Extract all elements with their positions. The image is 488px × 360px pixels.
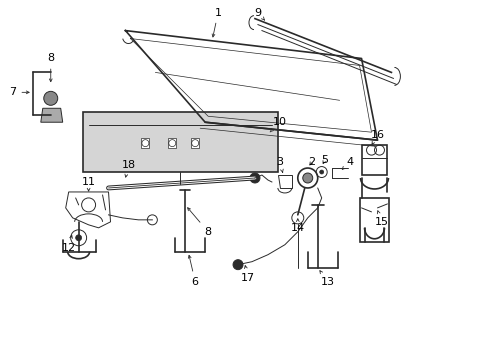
Circle shape [249, 173, 260, 183]
Circle shape [76, 235, 81, 241]
Circle shape [302, 173, 312, 183]
Text: 1: 1 [212, 8, 221, 37]
Circle shape [44, 91, 58, 105]
Polygon shape [277, 175, 291, 188]
Text: 2: 2 [307, 157, 315, 167]
Text: 5: 5 [321, 155, 327, 165]
Polygon shape [65, 192, 110, 228]
Polygon shape [191, 138, 199, 148]
Circle shape [319, 170, 323, 174]
Polygon shape [361, 145, 386, 175]
Text: 14: 14 [290, 219, 304, 233]
Polygon shape [141, 138, 149, 148]
Text: 9: 9 [254, 8, 264, 20]
Text: 3: 3 [276, 157, 283, 172]
Text: 17: 17 [241, 266, 255, 283]
Text: 4: 4 [342, 157, 352, 169]
Polygon shape [41, 108, 62, 122]
Text: 16: 16 [370, 130, 384, 144]
Polygon shape [359, 198, 388, 242]
Text: 11: 11 [81, 177, 96, 191]
Text: 8: 8 [47, 54, 54, 82]
Polygon shape [82, 112, 277, 172]
Text: 12: 12 [61, 235, 76, 253]
Text: 13: 13 [319, 271, 334, 287]
Text: 6: 6 [188, 255, 198, 287]
Text: 18: 18 [121, 160, 135, 177]
Polygon shape [168, 138, 176, 148]
Text: 10: 10 [269, 117, 286, 132]
Text: 7: 7 [9, 87, 29, 97]
Circle shape [233, 260, 243, 270]
Text: 8: 8 [187, 208, 211, 237]
Text: 15: 15 [374, 211, 387, 227]
